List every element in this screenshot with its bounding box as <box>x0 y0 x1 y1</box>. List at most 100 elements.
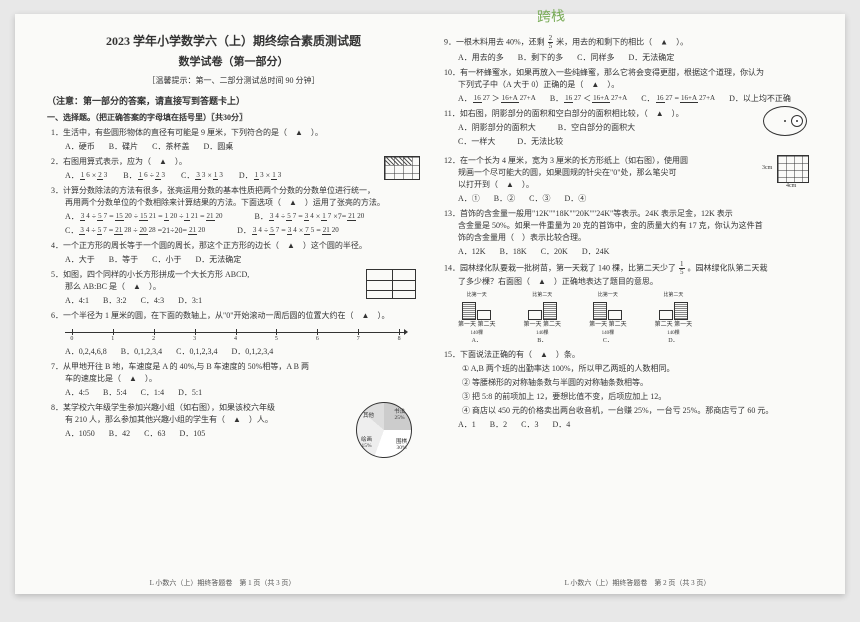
q4-text: 4．一个正方形的周长等于一个圆的周长，那这个正方形的边长（ ▲ ）这个圆的半径。 <box>51 241 367 250</box>
q5-text2: 那么 AB:BC 是（ ▲ ）。 <box>65 281 364 293</box>
q14-text-a: 14．园林绿化队要栽一批树苗，第一天栽了 140 棵，比第二天少了 <box>444 263 676 272</box>
q5-opt-d: D．3:1 <box>178 295 202 307</box>
q15-options: A．1 B．2 C．3 D．4 <box>458 419 813 431</box>
q14-fig-b: 比第二天 第一天 第二天 140棵 B． <box>524 292 562 346</box>
q7-text2: 车的速度比是（ ▲ ）。 <box>65 373 420 385</box>
question-11: 11．如右图，阴影部分的面积和空白部分的面积相比较，（ ▲ ）。 A．阴影部分的… <box>444 108 813 152</box>
q12-options: A．① B．② C．③ D．④ <box>458 193 771 205</box>
pie-label-1: 书法 25% <box>394 409 405 421</box>
question-15: 15．下面说法正确的有（ ▲ ）条。 ① A,B 两个班的出勤率达 100%，所… <box>444 349 813 431</box>
pie-label-4: 围棋 30% <box>396 439 407 451</box>
question-10: 10．有一杯蜂蜜水，如果再放入一些纯蜂蜜，那么它将会变得更甜，根据这个道理，你认… <box>444 67 813 105</box>
left-column: 2023 学年小学数学六（上）期终综合素质测试题 数学试卷（第一部分） ［温馨提… <box>37 32 430 576</box>
pie-label-3: 绘画 15% <box>361 437 372 449</box>
q7-opt-a: A．4:5 <box>65 387 89 399</box>
q1-opt-b: B．碟片 <box>109 141 138 153</box>
q10-opt-d: D．以上均不正确 <box>729 93 791 105</box>
q5-options: A．4:1 B．3:2 C．4:3 D．3:1 <box>65 295 364 307</box>
section-1-head: 一、选择题。（把正确答案的字母填在括号里）〖共30分〗 <box>47 112 420 124</box>
q8-opt-d: D．105 <box>179 428 205 440</box>
q8-pie-chart: 书法 25% 其他 绘画 15% 围棋 30% <box>356 402 412 458</box>
q10-line2: 下列式子中（A 大于 0）正确的是（ ▲ ）。 <box>458 79 813 91</box>
q15-opt-b: B．2 <box>490 419 507 431</box>
q8-text2: 有 210 人，那么参加其他兴趣小组的学生有（ ▲ ）人。 <box>65 414 350 426</box>
q4-opt-a: A．大于 <box>65 254 95 266</box>
q13-line2: 含金量是 50%。如果一件重量为 20 克的首饰中，金的质量大约有 17 克，你… <box>458 220 813 232</box>
q2-opt-c: C．33×13 <box>181 170 225 182</box>
q14-fig-a: 比第一天 第一天 第二天 140棵 A． <box>458 292 496 346</box>
q6-numberline: 0 1 2 3 4 5 6 7 8 <box>65 326 406 342</box>
q4-options: A．大于 B．等于 C．小于 D．无法确定 <box>65 254 420 266</box>
q2-options: A．16×23 B．16÷23 C．33×13 D．13×13 <box>65 170 378 182</box>
q5-text: 5．如图，四个同样的小长方形拼成一个大长方形 ABCD, <box>51 269 364 281</box>
q11-figure <box>763 106 807 136</box>
question-7: 7．从甲地开往 B 地，车速度是 A 的 40%,与 B 车速度的 50%相等，… <box>51 361 420 399</box>
q9-opt-a: A．用去的多 <box>458 52 504 64</box>
q3-opt-a: A．34÷57=1520÷1521=120÷121=2120 <box>65 211 225 223</box>
q4-opt-d: D．无法确定 <box>195 254 241 266</box>
question-13: 13．首饰的含金量一般用"12K""18K""20K""24K"等表示。24K … <box>444 208 813 258</box>
question-1: 1．生活中，有些圆形物体的直径有可能是 9 厘米，下列符合的是（ ▲ ）。 A．… <box>51 127 420 153</box>
q11-opt-b: B．空白部分的面积大 <box>558 122 635 134</box>
q8-opt-b: B．42 <box>109 428 130 440</box>
q9-text-b: 米，用去的和剩下的相比（ ▲ ）。 <box>556 37 688 46</box>
q6-opt-d: D．0,1,2,3,4 <box>231 346 273 358</box>
q4-opt-c: C．小于 <box>152 254 181 266</box>
question-12: 12．在一个长为 4 厘米，宽为 3 厘米的长方形纸上（如右图），使用圆 规画一… <box>444 155 813 205</box>
handwritten-note: 跨栈 <box>536 5 565 26</box>
q12-opt-c: C．③ <box>529 193 550 205</box>
q5-opt-c: C．4:3 <box>141 295 165 307</box>
q12-line1: 12．在一个长为 4 厘米，宽为 3 厘米的长方形纸上（如右图），使用圆 <box>444 155 771 167</box>
question-14: 14．园林绿化队要栽一批树苗，第一天栽了 140 棵，比第二天少了 15 。园林… <box>444 261 813 346</box>
q2-opt-a: A．16×23 <box>65 170 109 182</box>
q15-opt-d: D．4 <box>552 419 570 431</box>
q7-opt-c: C．1:4 <box>141 387 165 399</box>
question-3: 3．计算分数除法的方法有很多，张亮运用分数的基本性质把两个分数的分数单位进行统一… <box>51 185 420 237</box>
q14-line2: 了多少棵？右面图（ ▲ ）正确地表达了题目的意思。 <box>458 276 813 288</box>
q1-text: 1．生活中，有些圆形物体的直径有可能是 9 厘米，下列符合的是（ ▲ ）。 <box>51 128 323 137</box>
q1-options: A．硬币 B．碟片 C．茶杯盖 D．圆桌 <box>65 141 420 153</box>
q10-opt-a: A．1627＞16+A27+A <box>458 93 538 105</box>
q10-options: A．1627＞16+A27+A B．1627＜16+A27+A C．1627=1… <box>458 93 813 105</box>
q9-options: A．用去的多 B．剩下的多 C．同样多 D．无法确定 <box>458 52 813 64</box>
q3-opt-b: B．34÷57=34×17×7=2120 <box>255 211 367 223</box>
q1-opt-c: C．茶杯盖 <box>152 141 189 153</box>
q3-line2: 再用两个分数单位的个数相除来计算结果的方法。下面选项（ ▲ ）运用了张亮的方法。 <box>65 197 420 209</box>
q13-line3: 饰的含金量用（ ）表示比较合理。 <box>458 232 813 244</box>
q7-opt-b: B．5:4 <box>103 387 127 399</box>
q2-grid-figure <box>384 156 420 180</box>
q13-opt-c: C．20K <box>541 246 568 258</box>
right-column: 9．一根木料用去 40%，还剩 25 米，用去的和剩下的相比（ ▲ ）。 A．用… <box>430 32 823 576</box>
q3-line1: 3．计算分数除法的方法有很多，张亮运用分数的基本性质把两个分数的分数单位进行统一… <box>51 185 420 197</box>
q12-line3: 以打开到（ ▲ ）。 <box>458 179 771 191</box>
q9-text-a: 9．一根木料用去 40%，还剩 <box>444 37 545 46</box>
question-5: 5．如图，四个同样的小长方形拼成一个大长方形 ABCD, 那么 AB:BC 是（… <box>51 269 420 307</box>
question-6: 6．一个半径为 1 厘米的圆，在下面的数轴上，从"0"开始滚动一周后圆的位置大约… <box>51 310 420 358</box>
q15-s2: ② 等腰梯形的对称轴条数与半圆的对称轴条数相等。 <box>462 377 813 389</box>
question-9: 9．一根木料用去 40%，还剩 25 米，用去的和剩下的相比（ ▲ ）。 A．用… <box>444 35 813 64</box>
q6-opt-a: A．0,2,4,6,8 <box>65 346 107 358</box>
q6-opt-c: C．0,1,2,3,4 <box>176 346 217 358</box>
q13-line1: 13．首饰的含金量一般用"12K""18K""20K""24K"等表示。24K … <box>444 208 813 220</box>
q10-line1: 10．有一杯蜂蜜水，如果再放入一些纯蜂蜜，那么它将会变得更甜，根据这个道理，你认… <box>444 67 813 79</box>
q12-opt-b: B．② <box>494 193 515 205</box>
q14-text-b: 。园林绿化队第二天栽 <box>688 263 768 272</box>
q15-s4: ④ 商店以 450 元的价格卖出两台收音机，一台赚 25%，一台亏 25%。那商… <box>462 405 813 417</box>
q3-opt-c: C．34÷57=2128÷2028=21÷20=2120 <box>65 225 207 237</box>
q12-line2: 规画一个尽可能大的圆，如果圆规的针尖在"0"处，那么笔尖可 <box>458 167 771 179</box>
q11-opt-c: C．一样大 <box>458 136 495 148</box>
q5-figure <box>366 269 416 299</box>
q11-options-r1: A．阴影部分的面积大 B．空白部分的面积大 <box>458 122 761 134</box>
q10-opt-c: C．1627=16+A27+A <box>641 93 717 105</box>
title-sub: 数学试卷（第一部分） <box>47 54 420 71</box>
q5-opt-a: A．4:1 <box>65 295 89 307</box>
q13-opt-d: D．24K <box>582 246 610 258</box>
q8-text: 8．某学校六年级学生参加兴趣小组（如右图），如果该校六年级 <box>51 402 350 414</box>
q14-fig-d: 比第二天 第二天 第一天 140棵 D． <box>655 292 693 346</box>
q11-opt-d: D．无法比较 <box>517 136 563 148</box>
footer-left: L 小数六（上）期终答题卷 第 1 页（共 3 页） <box>32 578 414 588</box>
q11-options-r2: C．一样大 D．无法比较 <box>458 136 761 148</box>
section-note: （注意：第一部分的答案，请直接写到答题卡上） <box>47 95 420 109</box>
pie-label-2: 其他 <box>363 413 374 419</box>
q2-text: 2．右图用算式表示，应为（ ▲ ）。 <box>51 157 187 166</box>
